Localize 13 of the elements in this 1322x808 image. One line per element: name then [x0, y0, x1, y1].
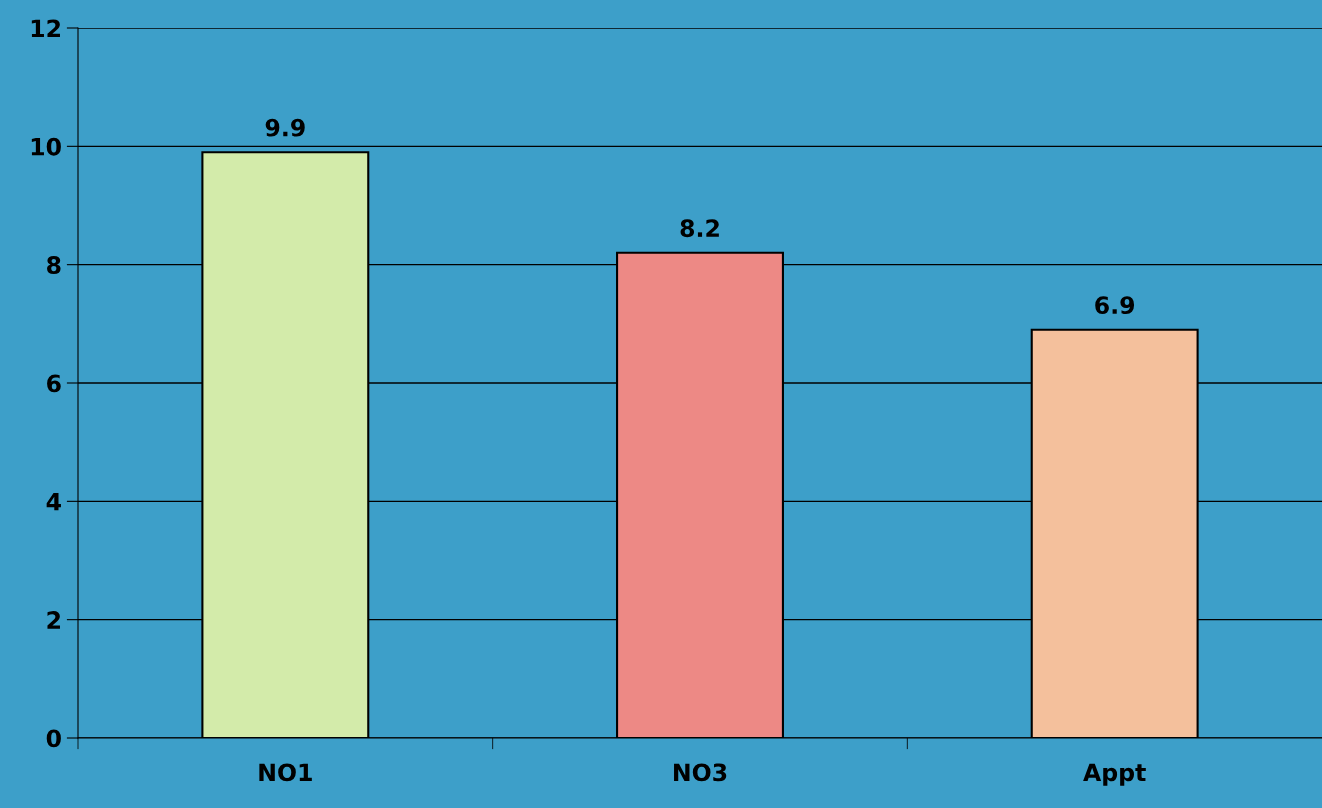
- data-label: 6.9: [1095, 296, 1135, 315]
- y-tick-label: 8: [47, 256, 61, 274]
- data-label: 8.2: [680, 219, 719, 238]
- y-tick-label: 10: [31, 137, 61, 156]
- data-label: 9.9: [265, 118, 305, 137]
- x-tick-label: NO3: [674, 763, 727, 782]
- y-tick-label: 4: [46, 493, 61, 511]
- x-tick-label: Appt: [1083, 763, 1146, 786]
- y-tick-label: 6: [47, 374, 61, 393]
- y-tick-label: 12: [31, 19, 60, 37]
- x-tick-label: NO1: [259, 763, 312, 782]
- y-tick-label: 2: [47, 611, 60, 629]
- y-tick-label: 0: [46, 729, 61, 748]
